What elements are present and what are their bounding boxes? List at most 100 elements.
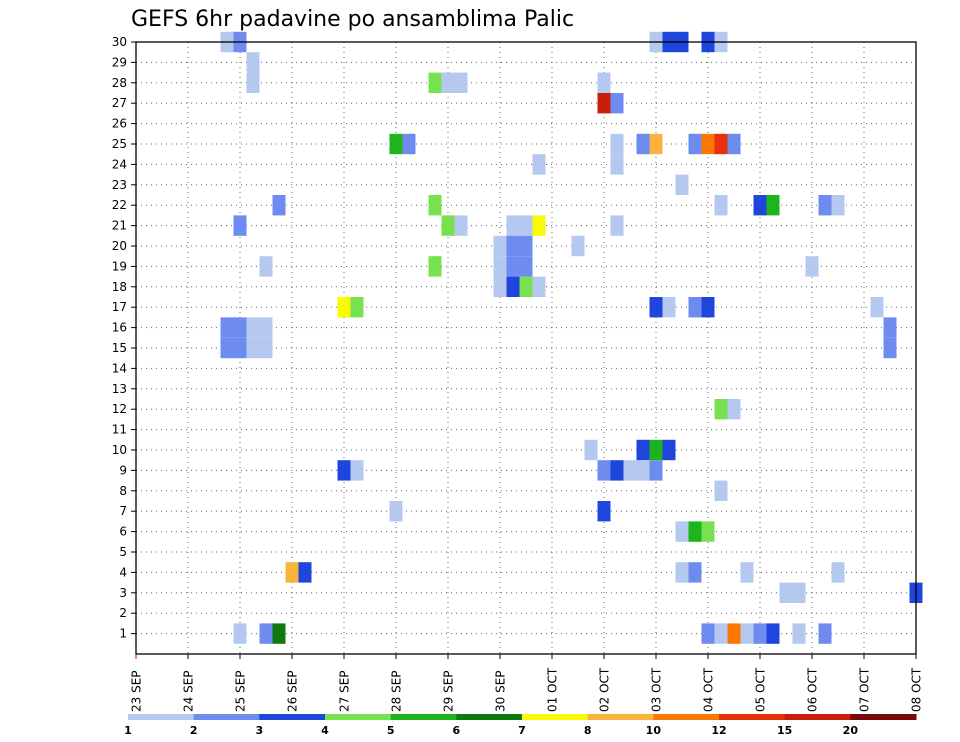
y-axis-ticks: 1234567891011121314151617181920212223242… — [112, 35, 136, 641]
y-tick-label: 8 — [119, 484, 127, 498]
heatmap-cell — [454, 215, 468, 236]
legend-swatch — [784, 714, 851, 720]
heatmap-cell — [246, 337, 260, 359]
heatmap-cell — [688, 521, 702, 542]
heatmap-cell — [259, 256, 273, 277]
legend-label: 5 — [387, 724, 395, 737]
heatmap-cell — [675, 174, 689, 195]
grid-lines — [135, 41, 917, 654]
heatmap-cell — [454, 72, 468, 93]
heatmap-cell — [519, 215, 533, 236]
heatmap-cell — [792, 582, 806, 603]
heatmap-cell — [246, 72, 260, 93]
heatmap-cell — [493, 276, 507, 297]
heatmap-cell — [272, 623, 286, 644]
legend-label: 10 — [646, 724, 662, 737]
heatmap-cell — [662, 297, 676, 318]
heatmap-cell — [883, 317, 897, 338]
heatmap-cell — [727, 133, 741, 155]
heatmap-cell — [597, 72, 611, 93]
heatmap-cell — [636, 439, 650, 461]
heatmap-cell — [688, 297, 702, 318]
y-tick-label: 16 — [112, 321, 127, 335]
y-tick-label: 20 — [112, 239, 127, 253]
y-tick-label: 23 — [112, 178, 127, 192]
legend-label: 2 — [190, 724, 198, 737]
heatmap-cell — [870, 297, 884, 318]
heatmap-cell — [519, 276, 533, 297]
heatmap-cell — [740, 562, 754, 583]
heatmap-cell — [597, 93, 611, 114]
heatmap-cell — [662, 439, 676, 461]
y-tick-label: 25 — [112, 137, 127, 151]
heatmap-cell — [233, 317, 247, 338]
x-axis-ticks: 23 SEP 24 SEP 25 SEP 26 SEP 27 SEP 28 SEP 29 S… — [130, 654, 924, 712]
legend-label: 8 — [584, 724, 592, 737]
legend-label: 4 — [321, 724, 329, 737]
y-tick-label: 17 — [112, 300, 127, 314]
y-tick-label: 19 — [112, 259, 127, 273]
heatmap-cell — [805, 256, 819, 277]
heatmap-cell — [298, 562, 312, 583]
x-tick-label: 05 OCT — [754, 667, 768, 712]
y-tick-label: 7 — [119, 504, 127, 518]
legend-swatch — [850, 714, 917, 720]
y-tick-label: 10 — [112, 443, 127, 457]
legend-label: 20 — [843, 724, 859, 737]
y-tick-label: 29 — [112, 55, 127, 69]
x-tick-label: 06 OCT — [806, 667, 820, 712]
heatmap-cell — [831, 195, 845, 216]
heatmap-cell — [233, 337, 247, 359]
heatmap-cell — [714, 195, 728, 216]
x-tick-label: 30 SEP — [494, 670, 508, 712]
legend-swatch — [522, 714, 589, 720]
heatmap-cell — [441, 215, 455, 236]
heatmap-cell — [337, 460, 351, 481]
heatmap-cell — [714, 480, 728, 501]
heatmap-cell — [350, 297, 364, 318]
heatmap-cell — [610, 215, 624, 236]
heatmap-cell — [259, 337, 273, 359]
heatmap-cell — [506, 235, 520, 257]
heatmap-cell — [636, 133, 650, 155]
legend-label: 3 — [256, 724, 264, 737]
heatmap-cell — [506, 215, 520, 236]
x-tick-label: 04 OCT — [702, 667, 716, 712]
heatmap-cell — [688, 562, 702, 583]
heatmap-cell — [831, 562, 845, 583]
y-tick-label: 11 — [112, 423, 127, 437]
legend-swatch — [128, 714, 195, 720]
y-tick-label: 4 — [119, 565, 127, 579]
legend-swatch — [587, 714, 654, 720]
x-tick-label: 02 OCT — [598, 667, 612, 712]
legend-label: 12 — [711, 724, 726, 737]
heatmap-cell — [714, 133, 728, 155]
heatmap-cell — [818, 623, 832, 644]
y-tick-label: 3 — [119, 586, 127, 600]
y-tick-label: 9 — [119, 463, 127, 477]
heatmap-cell — [610, 154, 624, 175]
heatmap-cell — [766, 195, 780, 216]
heatmap-cell — [883, 337, 897, 359]
heatmap-cell — [714, 623, 728, 644]
heatmap-cell — [233, 623, 247, 644]
legend-label: 1 — [124, 724, 132, 737]
heatmap-cell — [623, 460, 637, 481]
heatmap-cell — [753, 195, 767, 216]
heatmap-cell — [701, 521, 715, 542]
y-tick-label: 5 — [119, 545, 127, 559]
heatmap-cell — [766, 623, 780, 644]
legend-swatch — [456, 714, 523, 720]
heatmap-cell — [441, 72, 455, 93]
heatmap-cell — [584, 439, 598, 461]
heatmap-cell — [233, 215, 247, 236]
y-tick-label: 27 — [112, 96, 127, 110]
x-tick-label: 01 OCT — [546, 667, 560, 712]
heatmap-cell — [337, 297, 351, 318]
heatmap-cell — [272, 195, 286, 216]
y-tick-label: 14 — [112, 361, 127, 375]
heatmap-cell — [792, 623, 806, 644]
heatmap-cells — [220, 31, 923, 644]
heatmap-cell — [259, 317, 273, 338]
